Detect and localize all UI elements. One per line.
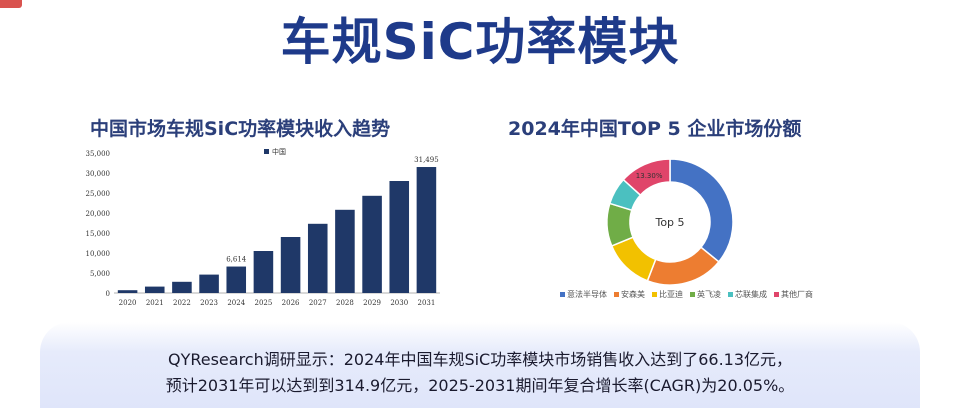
y-tick-label: 35,000 (86, 150, 111, 158)
x-tick-label: 2024 (227, 299, 245, 307)
donut-slice (669, 158, 734, 263)
y-tick-label: 20,000 (86, 210, 111, 218)
revenue-bar-chart: 0 5,000 10,000 15,000 20,000 25,000 30,000 35,0… (86, 147, 440, 307)
bar (144, 286, 165, 293)
legend-label: 中国 (272, 147, 286, 156)
legend-label: 安森美 (621, 290, 645, 299)
data-label: 31,495 (414, 156, 439, 164)
bar (335, 209, 355, 293)
bar (172, 281, 192, 293)
legend-item: 英飞凌 (690, 289, 721, 300)
market-share-donut-chart: 13.30% Top 5 (606, 158, 734, 286)
y-tick-label: 25,000 (86, 190, 111, 198)
donut-slice (646, 246, 720, 286)
bar (389, 181, 410, 293)
legend-swatch (560, 292, 565, 297)
legend-swatch (774, 292, 779, 297)
x-tick-label: 2026 (282, 299, 300, 307)
bar (307, 223, 328, 293)
x-tick-label: 2028 (336, 299, 354, 307)
x-tick-label: 2021 (146, 299, 164, 307)
legend-item: 比亚迪 (652, 289, 683, 300)
page-title: 车规SiC功率模块 (280, 13, 680, 71)
legend-swatch (652, 292, 657, 297)
donut-center-label: Top 5 (654, 216, 684, 229)
legend-label: 比亚迪 (659, 290, 683, 299)
legend-label: 芯联集成 (735, 290, 767, 299)
x-tick-label: 2023 (200, 299, 218, 307)
corner-mark (0, 0, 22, 8)
bar (226, 266, 247, 293)
summary-panel (40, 322, 920, 408)
y-tick-label: 5,000 (90, 270, 110, 278)
legend-label: 其他厂商 (781, 290, 813, 299)
bar (416, 167, 437, 293)
x-tick-label: 2031 (418, 299, 436, 307)
x-tick-label: 2027 (309, 299, 327, 307)
bar-chart-title: 中国市场车规SiC功率模块收入趋势 (90, 118, 391, 140)
slice-label: 13.30% (636, 172, 663, 180)
x-tick-label: 2022 (173, 299, 191, 307)
x-tick-label: 2029 (363, 299, 381, 307)
y-tick-label: 0 (106, 290, 110, 298)
summary-line-1: QYResearch调研显示：2024年中国车规SiC功率模块市场销售收入达到了… (167, 350, 793, 369)
data-label: 6,614 (226, 256, 247, 264)
donut-legend: 意法半导体 安森美 比亚迪 英飞凌 芯联集成 其他厂商 (560, 289, 813, 300)
legend-swatch (264, 149, 269, 154)
bar (280, 237, 301, 293)
legend-item: 意法半导体 (560, 289, 607, 300)
donut-slice (622, 158, 671, 197)
bar (199, 274, 219, 293)
legend-swatch (728, 292, 733, 297)
donut-chart-title: 2024年中国TOP 5 企业市场份额 (508, 118, 802, 140)
bar (362, 195, 382, 293)
legend-item: 芯联集成 (728, 289, 767, 300)
y-tick-label: 15,000 (86, 230, 111, 238)
legend-item: 安森美 (614, 289, 645, 300)
x-tick-label: 2025 (255, 299, 273, 307)
legend-swatch (614, 292, 619, 297)
y-tick-label: 30,000 (86, 170, 111, 178)
bar (117, 290, 138, 293)
y-tick-label: 10,000 (86, 250, 111, 258)
legend-swatch (690, 292, 695, 297)
bar (253, 251, 274, 293)
x-tick-label: 2020 (119, 299, 137, 307)
legend-label: 意法半导体 (567, 290, 607, 299)
x-tick-label: 2030 (390, 299, 408, 307)
legend-label: 英飞凌 (697, 290, 721, 299)
legend-item: 其他厂商 (774, 289, 813, 300)
summary-line-2: 预计2031年可以达到到314.9亿元，2025-2031期间年复合增长率(CA… (165, 376, 795, 395)
